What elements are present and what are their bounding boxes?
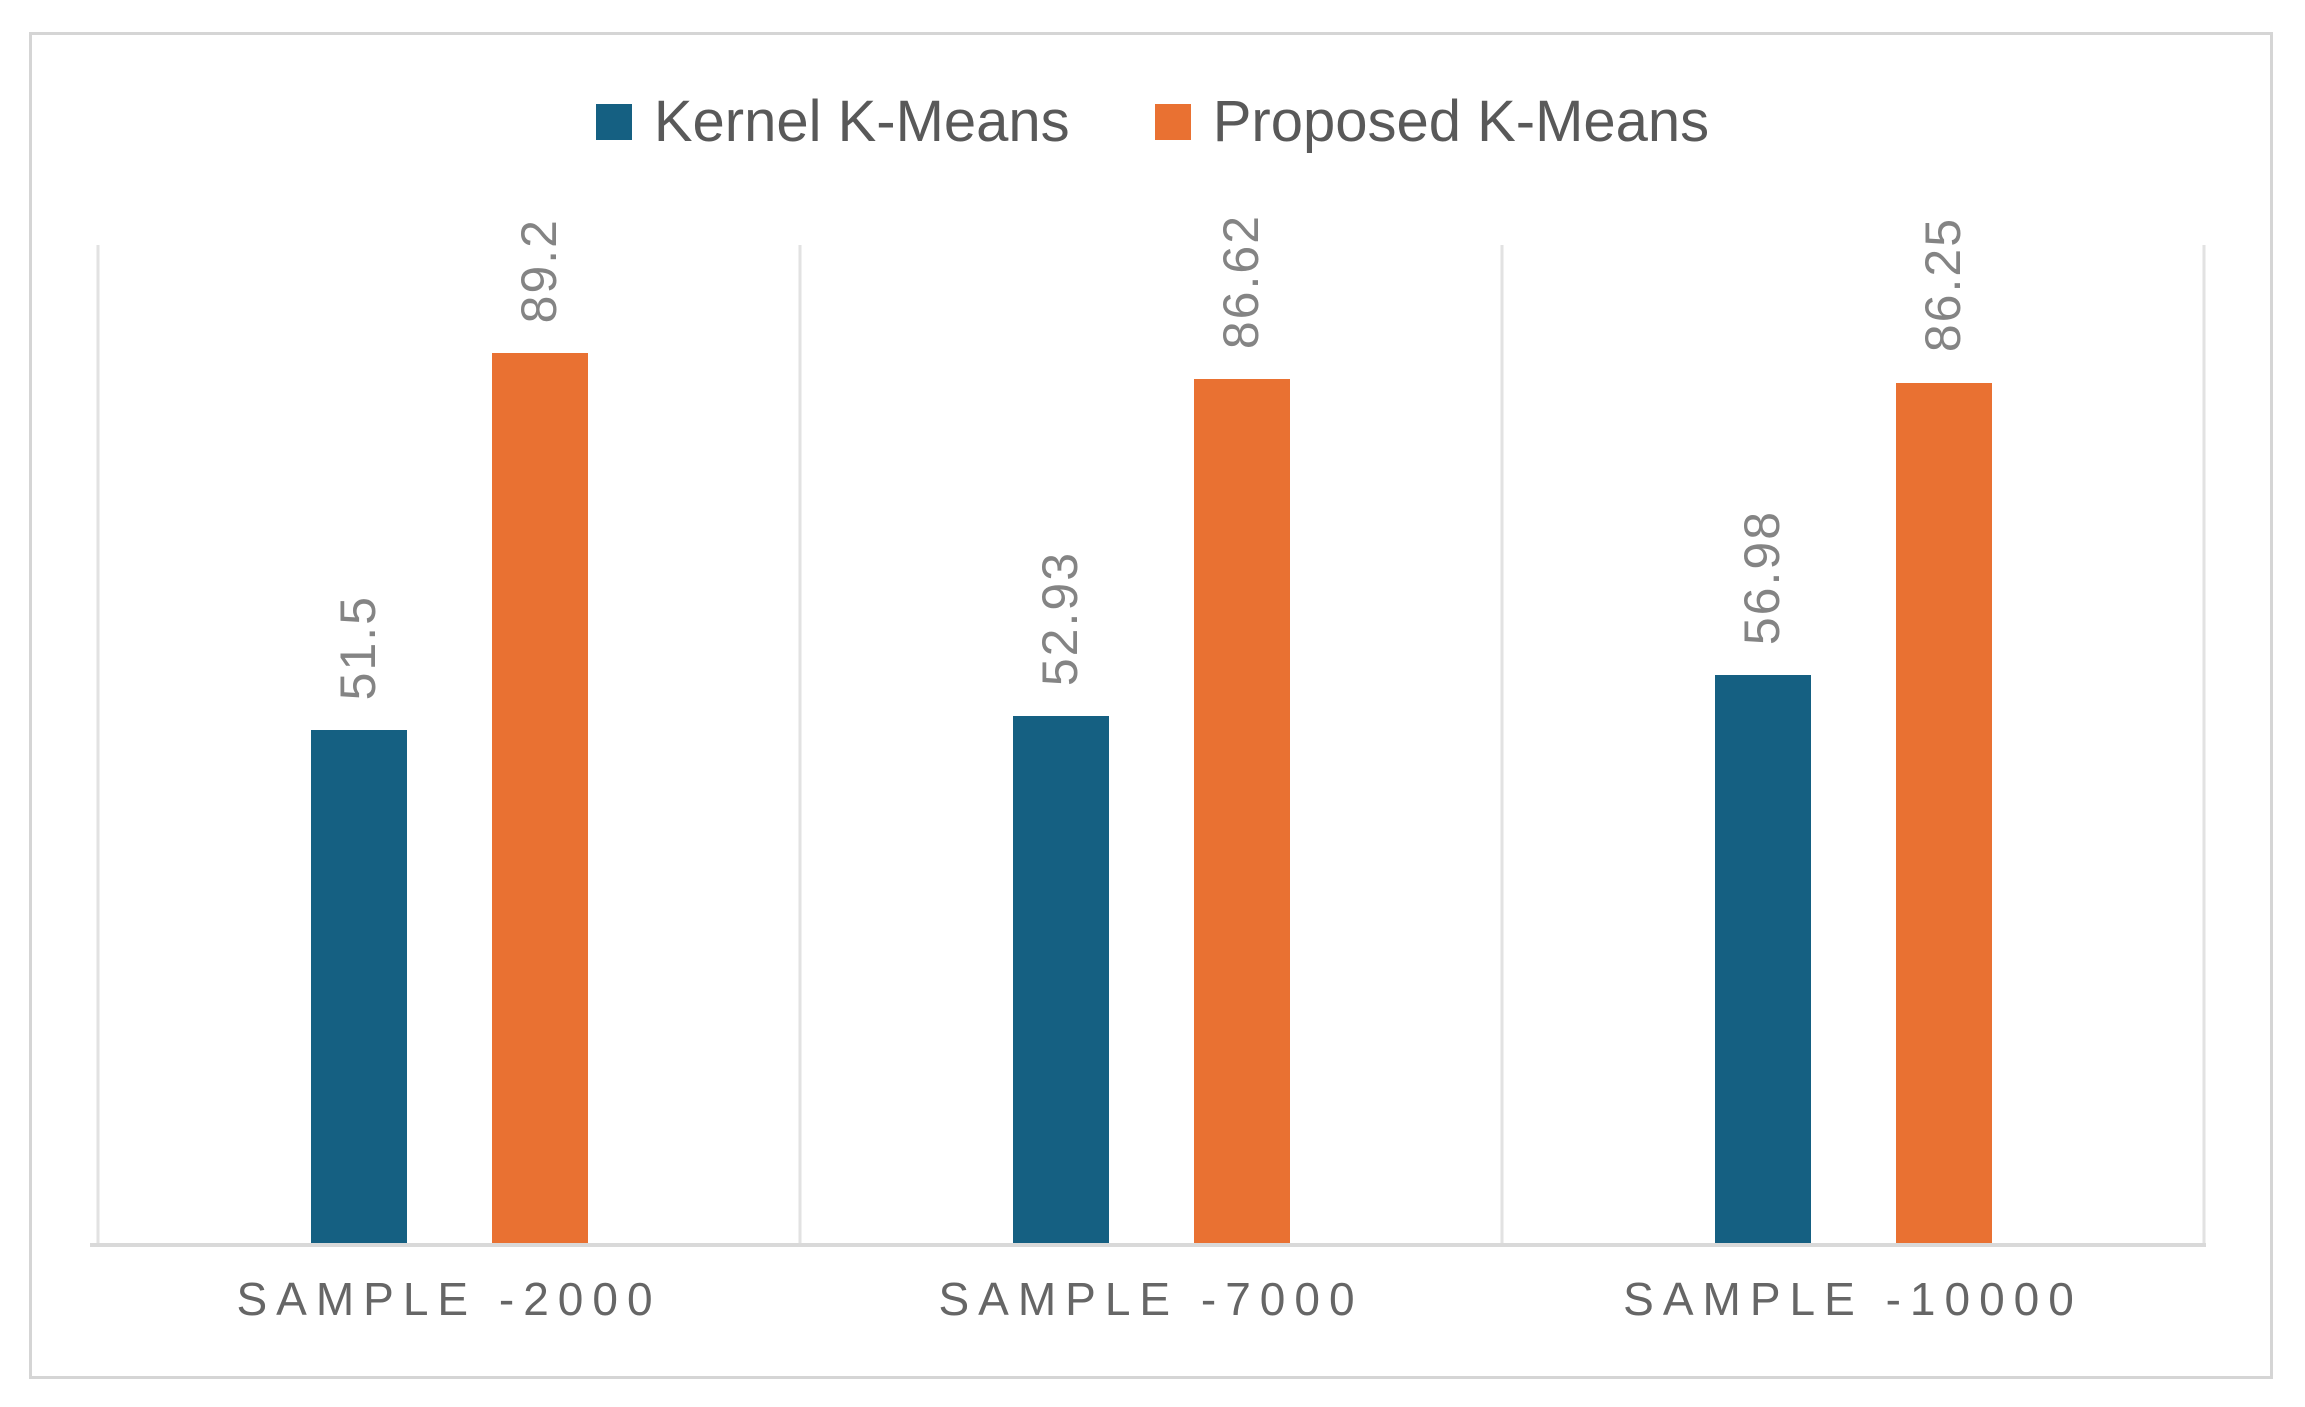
bar-proposed-k-means-sample-2000: 89.2 (491, 218, 588, 1245)
legend-label-kernel-k-means: Kernel K-Means (653, 89, 1070, 154)
chart-legend: Kernel K-Means Proposed K-Means (0, 90, 2305, 154)
legend-label-proposed-k-means: Proposed K-Means (1212, 89, 1710, 154)
legend-swatch-kernel-k-means-icon (595, 103, 632, 140)
bar-proposed-k-means-sample-7000: 86.62 (1193, 214, 1290, 1245)
bar-kernel-k-means-sample-7000: 52.93 (1012, 551, 1109, 1245)
vertical-gridline (96, 245, 100, 1245)
legend-item-proposed-k-means: Proposed K-Means (1154, 89, 1710, 154)
x-axis-labels: SAMPLE -2000 SAMPLE -7000 SAMPLE -10000 (98, 1272, 2204, 1326)
x-axis-line (90, 1243, 2206, 1247)
vertical-gridline (798, 245, 802, 1245)
bar-group-sample-7000: 52.93 86.62 (800, 214, 1502, 1245)
bar-group-sample-10000: 56.98 86.25 (1502, 217, 2204, 1245)
bar-kernel-k-means-sample-10000: 56.98 (1714, 510, 1811, 1245)
bar-proposed-k-means-sample-10000: 86.25 (1895, 217, 1992, 1245)
bar-group-sample-2000: 51.5 89.2 (98, 218, 800, 1245)
legend-swatch-proposed-k-means-icon (1154, 103, 1191, 140)
bar-kernel-k-means-sample-2000: 51.5 (310, 595, 407, 1245)
vertical-gridline (2202, 245, 2206, 1245)
vertical-gridline (1500, 245, 1504, 1245)
plot-area: 51.5 89.2 52.93 86.62 56.98 86 (90, 214, 2206, 1247)
category-label-sample-10000: SAMPLE -10000 (1623, 1273, 2083, 1325)
legend-item-kernel-k-means: Kernel K-Means (595, 89, 1070, 154)
category-label-sample-7000: SAMPLE -7000 (938, 1273, 1364, 1325)
bar-groups: 51.5 89.2 52.93 86.62 56.98 86 (98, 214, 2204, 1245)
category-label-sample-2000: SAMPLE -2000 (236, 1273, 662, 1325)
